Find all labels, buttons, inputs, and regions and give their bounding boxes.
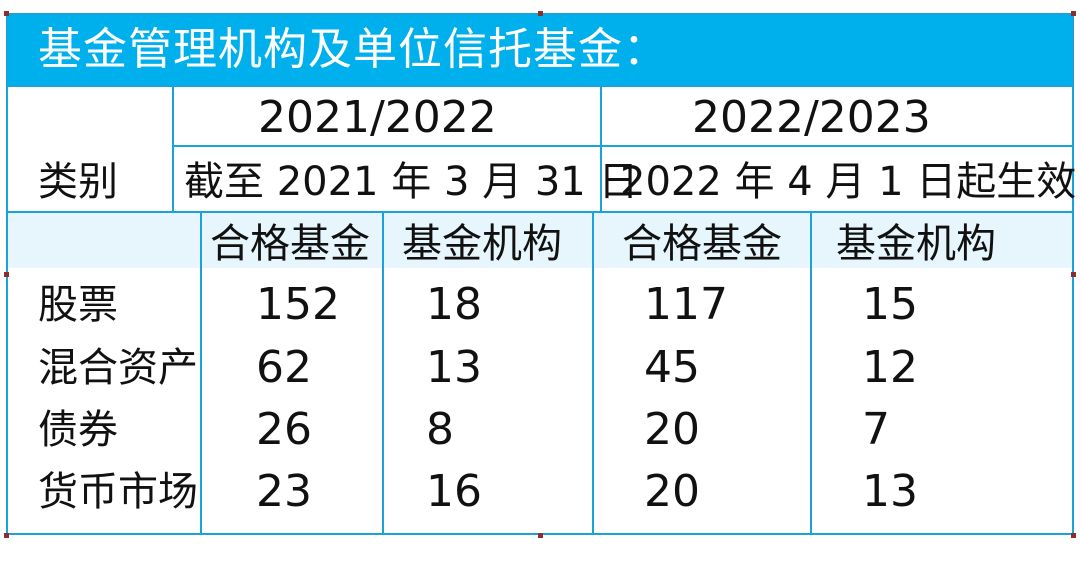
divider-line xyxy=(200,212,202,534)
table-cell: 20 xyxy=(644,404,700,455)
table-cell: 117 xyxy=(644,279,728,330)
table-cell: 20 xyxy=(644,466,700,517)
column-header: 合格基金 xyxy=(210,221,370,267)
selection-handle[interactable] xyxy=(1071,11,1076,16)
divider-line xyxy=(8,85,1072,87)
table-cell: 152 xyxy=(256,279,340,330)
table-cell: 62 xyxy=(256,342,312,393)
table-cell: 16 xyxy=(426,466,482,517)
column-header: 合格基金 xyxy=(622,221,782,267)
divider-line xyxy=(172,85,174,212)
divider-line xyxy=(592,212,594,534)
selection-handle[interactable] xyxy=(4,11,9,16)
table-cell: 12 xyxy=(862,342,918,393)
selection-handle[interactable] xyxy=(538,11,543,16)
column-header: 基金机构 xyxy=(402,221,562,267)
selection-handle[interactable] xyxy=(4,533,9,538)
table-cell: 7 xyxy=(862,404,890,455)
table-cell: 26 xyxy=(256,404,312,455)
table-cell: 45 xyxy=(644,342,700,393)
selection-handle[interactable] xyxy=(538,533,543,538)
row-label: 债券 xyxy=(38,407,118,453)
divider-line xyxy=(173,145,1072,147)
selection-handle[interactable] xyxy=(4,272,9,277)
table-cell: 8 xyxy=(426,404,454,455)
year-header: 2022/2023 xyxy=(692,92,931,143)
table-cell: 13 xyxy=(426,342,482,393)
divider-line xyxy=(600,85,602,212)
table-cell: 15 xyxy=(862,279,918,330)
subheader-band xyxy=(8,212,1072,268)
row-label: 货币市场 xyxy=(38,469,198,515)
table-cell: 18 xyxy=(426,279,482,330)
table-cell: 23 xyxy=(256,466,312,517)
divider-line xyxy=(382,212,384,534)
row-label: 股票 xyxy=(38,282,118,328)
row-label: 混合资产 xyxy=(38,345,198,391)
category-label: 类别 xyxy=(38,159,118,205)
effective-date: 2022 年 4 月 1 日起生效 xyxy=(620,159,1077,205)
selection-handle[interactable] xyxy=(1071,533,1076,538)
column-header: 基金机构 xyxy=(836,221,996,267)
effective-date: 截至 2021 年 3 月 31 日 xyxy=(184,159,639,205)
selection-handle[interactable] xyxy=(1071,272,1076,277)
table-cell: 13 xyxy=(862,466,918,517)
table-title: 基金管理机构及单位信托基金： xyxy=(8,15,1072,85)
divider-line xyxy=(810,212,812,534)
divider-line xyxy=(8,211,1072,213)
year-header: 2021/2022 xyxy=(258,92,497,143)
